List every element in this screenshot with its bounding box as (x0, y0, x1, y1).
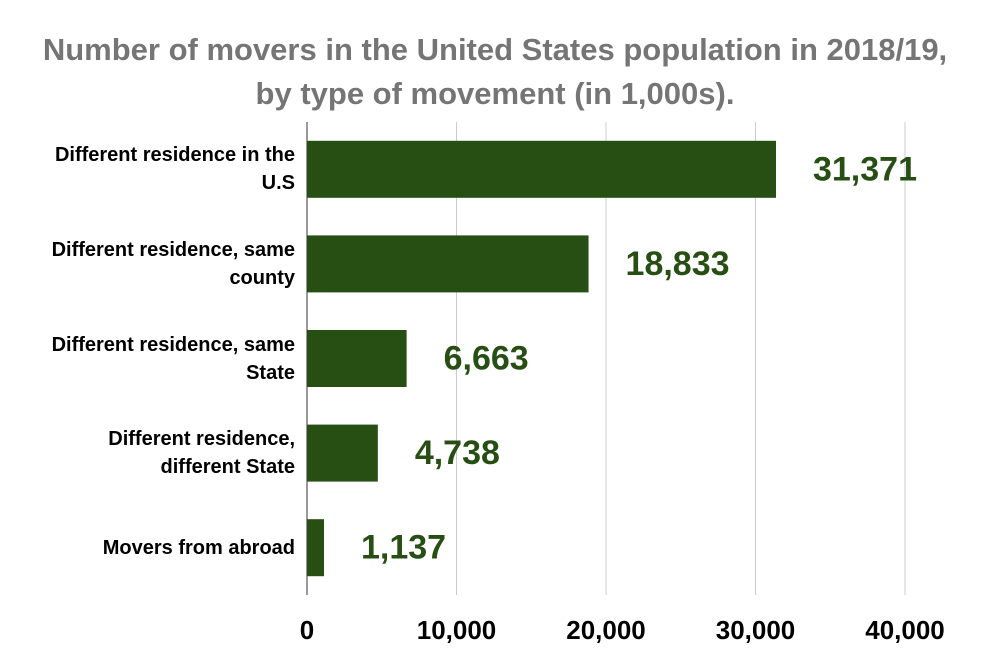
x-tick-label: 0 (300, 615, 314, 645)
chart-title: Number of movers in the United States po… (42, 32, 948, 111)
x-tick-label: 30,000 (716, 615, 796, 645)
value-label: 1,137 (361, 529, 446, 567)
bar (307, 235, 589, 293)
bar (307, 140, 776, 198)
value-label: 6,663 (444, 339, 529, 377)
y-tick-label: Movers from abroad (102, 536, 295, 559)
y-tick-label: Different residence, same county (51, 238, 295, 289)
x-tick-label: 20,000 (566, 615, 646, 645)
y-tick-label: Different residence, different State (108, 428, 295, 479)
y-tick-label: Different residence, same State (51, 333, 295, 384)
value-label: 31,371 (813, 150, 917, 188)
value-label: 18,833 (626, 245, 730, 283)
bar (307, 424, 378, 482)
y-tick-label: Different residence in the U.S (54, 144, 295, 195)
x-tick-label: 40,000 (865, 615, 945, 645)
value-label: 4,738 (415, 434, 500, 472)
bar (307, 519, 324, 577)
bar (307, 330, 407, 387)
x-tick-label: 10,000 (417, 615, 497, 645)
